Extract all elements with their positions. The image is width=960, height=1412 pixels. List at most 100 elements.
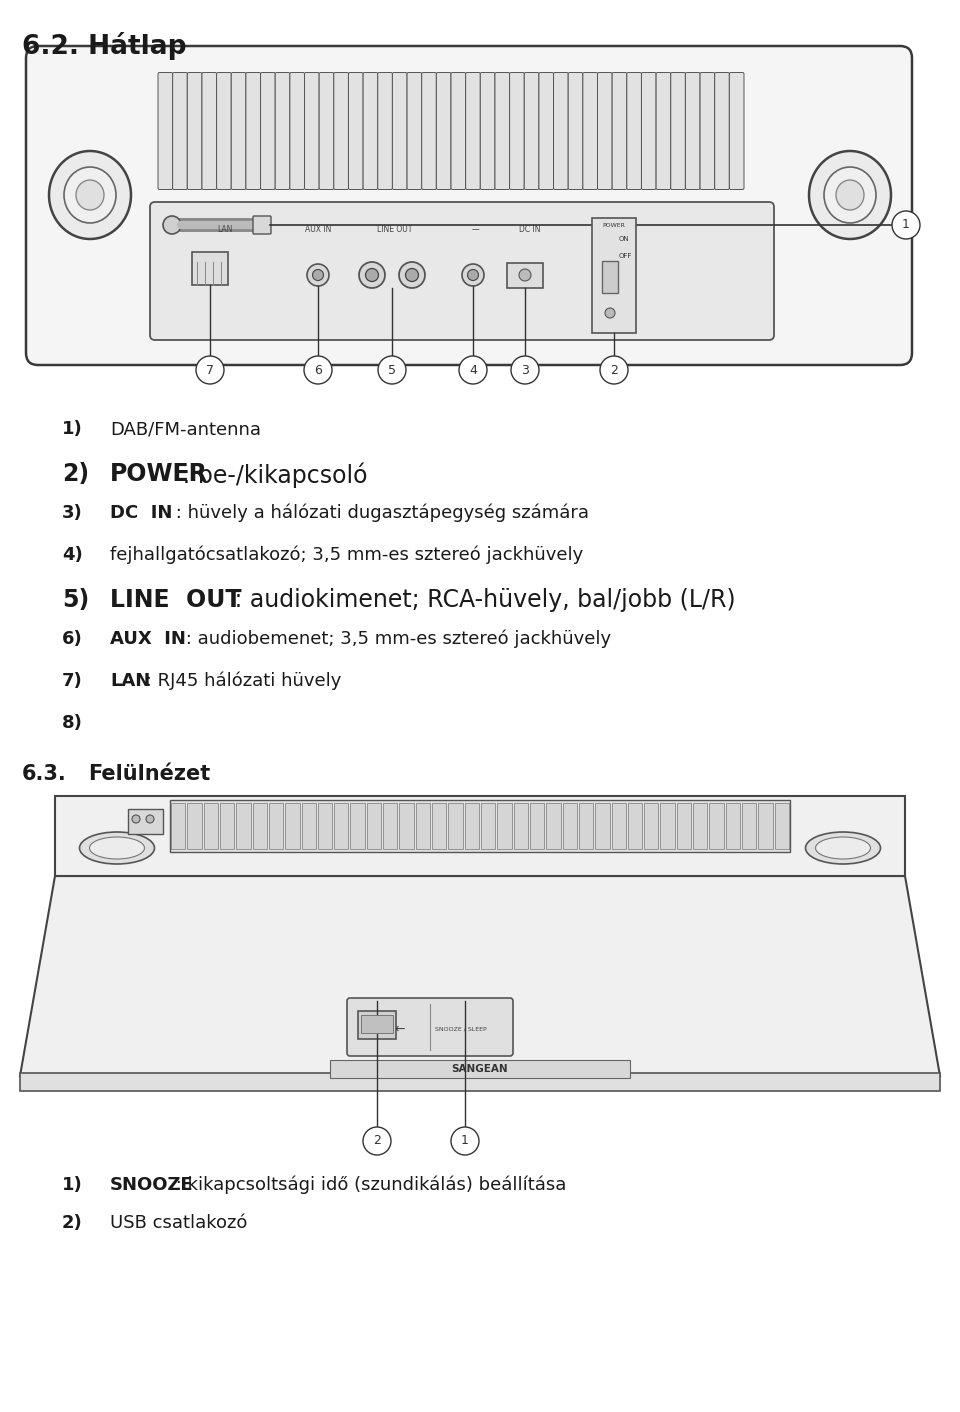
Bar	[301, 803, 316, 849]
Circle shape	[892, 210, 920, 239]
Text: 1): 1)	[62, 419, 83, 438]
Text: : audiobemenet; 3,5 mm-es sztereó jackhüvely: : audiobemenet; 3,5 mm-es sztereó jackhü…	[180, 630, 611, 648]
Bar	[530, 803, 544, 849]
Text: 5: 5	[388, 363, 396, 377]
FancyBboxPatch shape	[348, 72, 363, 189]
Text: SNOOZE: SNOOZE	[110, 1176, 194, 1195]
Bar	[432, 803, 446, 849]
Text: Felülnézet: Felülnézet	[88, 764, 210, 784]
FancyBboxPatch shape	[685, 72, 700, 189]
Bar	[592, 217, 636, 333]
Bar	[481, 803, 495, 849]
Circle shape	[378, 356, 406, 384]
Bar	[187, 803, 202, 849]
Bar	[20, 1073, 940, 1091]
Bar	[644, 803, 659, 849]
Bar	[602, 261, 618, 294]
Bar	[192, 251, 228, 285]
Text: 6.3.: 6.3.	[22, 764, 67, 784]
Bar	[546, 803, 561, 849]
Text: DAB/FM-antenna: DAB/FM-antenna	[110, 419, 261, 438]
FancyBboxPatch shape	[539, 72, 554, 189]
Circle shape	[304, 356, 332, 384]
Text: 4: 4	[469, 363, 477, 377]
Bar	[448, 803, 463, 849]
Text: SANGEAN: SANGEAN	[452, 1065, 508, 1075]
FancyBboxPatch shape	[304, 72, 319, 189]
Text: ←: ←	[395, 1022, 405, 1035]
FancyBboxPatch shape	[158, 72, 173, 189]
Bar	[563, 803, 577, 849]
Circle shape	[146, 815, 154, 823]
Ellipse shape	[836, 179, 864, 210]
Ellipse shape	[824, 167, 876, 223]
FancyBboxPatch shape	[597, 72, 612, 189]
Text: 2: 2	[373, 1134, 381, 1148]
FancyBboxPatch shape	[187, 72, 202, 189]
Bar	[285, 803, 300, 849]
FancyBboxPatch shape	[466, 72, 480, 189]
Circle shape	[363, 1127, 391, 1155]
Circle shape	[399, 263, 425, 288]
Text: 6: 6	[314, 363, 322, 377]
Circle shape	[519, 270, 531, 281]
FancyBboxPatch shape	[334, 72, 348, 189]
Bar	[416, 803, 430, 849]
Bar	[170, 801, 790, 851]
Circle shape	[459, 356, 487, 384]
Circle shape	[313, 270, 324, 281]
FancyBboxPatch shape	[524, 72, 539, 189]
Bar	[252, 803, 267, 849]
Bar	[269, 803, 283, 849]
Text: AUX  IN: AUX IN	[110, 630, 186, 648]
Ellipse shape	[815, 837, 871, 858]
Text: 6.2. Hátlap: 6.2. Hátlap	[22, 32, 186, 59]
FancyBboxPatch shape	[612, 72, 627, 189]
Bar	[171, 803, 185, 849]
Circle shape	[307, 264, 329, 287]
FancyBboxPatch shape	[671, 72, 685, 189]
Circle shape	[405, 268, 419, 281]
Bar	[742, 803, 756, 849]
FancyBboxPatch shape	[231, 72, 246, 189]
FancyBboxPatch shape	[568, 72, 583, 189]
Ellipse shape	[89, 837, 145, 858]
Bar	[350, 803, 365, 849]
Bar	[465, 803, 479, 849]
Text: : RJ45 hálózati hüvely: : RJ45 hálózati hüvely	[140, 672, 341, 690]
Ellipse shape	[49, 151, 131, 239]
Bar	[497, 803, 512, 849]
Bar	[693, 803, 708, 849]
Text: 3): 3)	[62, 504, 83, 522]
Text: : hüvely a hálózati dugasztápegység számára: : hüvely a hálózati dugasztápegység szám…	[170, 504, 588, 522]
Text: USB csatlakozó: USB csatlakozó	[110, 1214, 248, 1233]
Text: DC  IN: DC IN	[110, 504, 173, 522]
Bar	[595, 803, 610, 849]
Bar	[677, 803, 691, 849]
Circle shape	[462, 264, 484, 287]
Bar	[579, 803, 593, 849]
Text: ON: ON	[619, 236, 630, 241]
Bar	[628, 803, 642, 849]
FancyBboxPatch shape	[407, 72, 421, 189]
FancyBboxPatch shape	[246, 72, 260, 189]
Text: 7: 7	[206, 363, 214, 377]
Text: 1): 1)	[62, 1176, 83, 1195]
Text: 3: 3	[521, 363, 529, 377]
Text: 8): 8)	[62, 714, 83, 731]
Text: 2: 2	[610, 363, 618, 377]
Bar	[220, 803, 234, 849]
FancyBboxPatch shape	[319, 72, 334, 189]
Circle shape	[468, 270, 478, 281]
Text: : be-/kikapcsoló: : be-/kikapcsoló	[175, 462, 368, 487]
Circle shape	[163, 216, 181, 234]
Bar	[204, 803, 218, 849]
FancyBboxPatch shape	[253, 216, 271, 234]
Bar	[514, 803, 528, 849]
Circle shape	[132, 815, 140, 823]
FancyBboxPatch shape	[363, 72, 377, 189]
Text: 2): 2)	[62, 1214, 83, 1233]
FancyBboxPatch shape	[260, 72, 276, 189]
Bar	[128, 809, 163, 834]
FancyBboxPatch shape	[393, 72, 407, 189]
